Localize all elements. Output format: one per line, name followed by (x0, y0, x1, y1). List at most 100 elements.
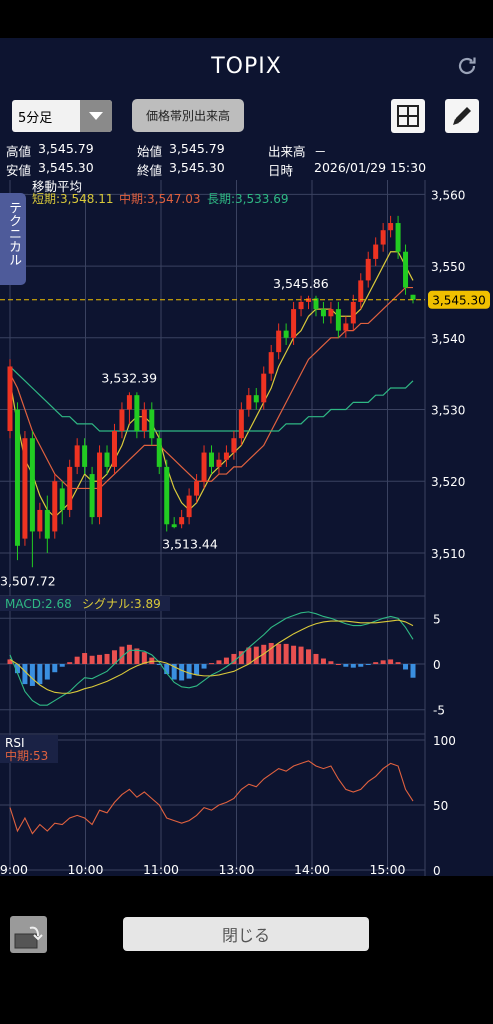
macd-histogram-bar (283, 643, 289, 664)
rsi-legend-title: RSI (5, 736, 25, 750)
macd-histogram-bar (82, 653, 88, 664)
x-tick-label: 10:00 (67, 862, 103, 876)
datetime-label: 日時 (268, 163, 294, 178)
candle-body (134, 395, 140, 432)
macd-histogram-bar (29, 664, 35, 686)
macd-histogram-bar (97, 654, 103, 664)
chevron-down-icon (80, 100, 112, 132)
status-bar (0, 0, 493, 38)
candle-body (119, 409, 125, 432)
macd-histogram-bar (335, 664, 341, 665)
candle-body (44, 509, 50, 539)
price-y-tick-label: 3,520 (431, 475, 465, 489)
candle-body (373, 244, 379, 259)
candle-body (335, 309, 341, 331)
layout-grid-button[interactable] (391, 99, 425, 133)
price-annotation: 3,507.72 (0, 573, 56, 588)
low-label: 安値 (6, 163, 32, 178)
macd-histogram-bar (343, 664, 349, 667)
candle-body (97, 452, 103, 518)
price-y-tick-label: 3,530 (431, 404, 465, 418)
macd-histogram-bar (276, 643, 282, 664)
candle-body (74, 445, 80, 467)
candle-body (350, 301, 356, 324)
technical-tab[interactable]: テクニカル (0, 193, 26, 285)
candle-body (141, 409, 147, 432)
rsi-line (9, 760, 414, 835)
close-value: 3,545.30 (169, 160, 225, 175)
macd-legend: MACD:2.68 (5, 597, 72, 611)
x-tick-label: 13:00 (218, 862, 254, 876)
rotate-button[interactable] (10, 916, 47, 953)
macd-histogram-bar (22, 664, 28, 685)
chart-area[interactable]: 3,560 3,550 3,540 3,530 3,520 3,510 5 0 -5 100 50 0… (0, 179, 493, 878)
macd-histogram-bar (156, 664, 162, 665)
pencil-icon (453, 107, 471, 125)
macd-histogram-bar (223, 657, 229, 664)
macd-histogram-bar (365, 664, 371, 665)
macd-histogram-bar (320, 658, 326, 664)
candle-body (223, 452, 229, 460)
candle-body (328, 309, 334, 317)
x-tick-label: 09:00 (0, 862, 28, 876)
macd-histogram-bar (268, 642, 274, 664)
macd-histogram-bar (410, 664, 416, 678)
candle-body (253, 395, 259, 403)
period-select-value: 5分足 (18, 111, 53, 126)
candle-body (343, 323, 349, 331)
macd-histogram-bar (186, 664, 192, 679)
rsi-legend-mid: 中期:53 (5, 748, 48, 763)
volume-profile-button[interactable]: 価格帯別出来高 (132, 99, 244, 132)
macd-legend-bg (0, 596, 170, 611)
candle-body (29, 438, 35, 532)
candle-body (89, 474, 95, 518)
macd-histogram-bar (104, 653, 110, 664)
candle-body (291, 309, 297, 338)
macd-line (9, 611, 414, 706)
candle-body (410, 294, 416, 300)
macd-histogram-bar (209, 663, 214, 665)
signal-line (9, 619, 414, 694)
current-price-badge (428, 290, 490, 309)
datetime-value: 2026/01/29 15:30 (314, 160, 427, 175)
price-y-tick-label: 3,550 (431, 260, 465, 274)
macd-histogram-bar (179, 664, 185, 681)
macd-histogram-bar (14, 664, 20, 674)
candle-body (216, 459, 222, 467)
candle-body (126, 395, 132, 410)
macd-histogram-bar (350, 664, 356, 668)
macd-histogram-bar (44, 664, 50, 680)
high-label: 高値 (6, 144, 32, 159)
price-y-tick-label: 3,510 (431, 547, 465, 561)
macd-histogram-bar (89, 655, 95, 664)
macd-histogram-bar (298, 646, 304, 664)
candle-body (268, 352, 274, 374)
candle-body (149, 409, 155, 439)
macd-histogram-bar (291, 645, 297, 664)
rsi-y-tick-label: 0 (433, 864, 441, 876)
rsi-y-tick-label: 100 (433, 734, 456, 748)
macd-histogram-bar (373, 662, 379, 664)
candle-body (67, 466, 73, 510)
rsi-y-tick-label: 50 (433, 799, 448, 813)
current-price-label: 3,545.30 (432, 293, 485, 307)
ma-line-long (9, 366, 414, 432)
macd-histogram-bar (358, 664, 364, 667)
open-label: 始値 (137, 144, 163, 159)
price-y-tick-label: 3,540 (431, 332, 465, 346)
price-annotation: 3,513.44 (162, 536, 218, 551)
macd-histogram-bar (194, 664, 200, 675)
technical-tab-label: テクニカル (6, 201, 21, 266)
high-value: 3,545.79 (38, 141, 94, 156)
period-select[interactable]: 5分足 (12, 100, 112, 132)
macd-histogram-bar (231, 653, 237, 664)
candle-body (164, 466, 170, 525)
macd-histogram-bar (313, 653, 319, 664)
grid-icon (397, 105, 419, 127)
candle-body (37, 509, 43, 532)
candle-body (261, 373, 267, 403)
rsi-legend-bg (0, 735, 58, 763)
draw-button[interactable] (445, 99, 479, 133)
refresh-icon[interactable] (455, 54, 479, 78)
close-button[interactable]: 閉じる (123, 917, 369, 951)
